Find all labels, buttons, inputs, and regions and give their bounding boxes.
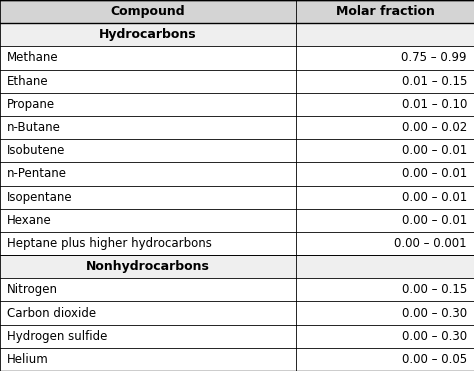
Text: Propane: Propane bbox=[7, 98, 55, 111]
Bar bbox=[0, 46, 474, 70]
Bar bbox=[0, 70, 474, 93]
Text: Isopentane: Isopentane bbox=[7, 191, 73, 204]
Bar bbox=[0, 139, 474, 162]
Bar bbox=[0, 325, 474, 348]
Text: 0.00 – 0.01: 0.00 – 0.01 bbox=[401, 144, 467, 157]
Text: 0.00 – 0.01: 0.00 – 0.01 bbox=[401, 214, 467, 227]
Bar bbox=[0, 93, 474, 116]
Text: Heptane plus higher hydrocarbons: Heptane plus higher hydrocarbons bbox=[7, 237, 212, 250]
Bar bbox=[0, 255, 296, 278]
Text: 0.00 – 0.02: 0.00 – 0.02 bbox=[401, 121, 467, 134]
Bar bbox=[296, 23, 474, 46]
Bar bbox=[296, 0, 474, 23]
Text: 0.01 – 0.10: 0.01 – 0.10 bbox=[401, 98, 467, 111]
Text: Helium: Helium bbox=[7, 353, 49, 366]
Text: 0.00 – 0.001: 0.00 – 0.001 bbox=[394, 237, 467, 250]
Text: 0.00 – 0.01: 0.00 – 0.01 bbox=[401, 191, 467, 204]
Bar bbox=[0, 0, 296, 23]
Text: 0.00 – 0.30: 0.00 – 0.30 bbox=[402, 330, 467, 343]
Text: Isobutene: Isobutene bbox=[7, 144, 65, 157]
Text: n-Butane: n-Butane bbox=[7, 121, 61, 134]
Text: 0.00 – 0.05: 0.00 – 0.05 bbox=[402, 353, 467, 366]
Bar bbox=[0, 232, 474, 255]
Text: 0.00 – 0.01: 0.00 – 0.01 bbox=[401, 167, 467, 180]
Text: Methane: Methane bbox=[7, 52, 59, 65]
Bar bbox=[0, 116, 474, 139]
Text: 0.75 – 0.99: 0.75 – 0.99 bbox=[401, 52, 467, 65]
Text: 0.00 – 0.30: 0.00 – 0.30 bbox=[402, 306, 467, 319]
Bar bbox=[0, 162, 474, 186]
Bar bbox=[0, 186, 474, 209]
Text: Hydrogen sulfide: Hydrogen sulfide bbox=[7, 330, 108, 343]
Text: 0.01 – 0.15: 0.01 – 0.15 bbox=[401, 75, 467, 88]
Text: Nitrogen: Nitrogen bbox=[7, 283, 58, 296]
Text: Compound: Compound bbox=[111, 5, 185, 18]
Bar bbox=[0, 209, 474, 232]
Text: Carbon dioxide: Carbon dioxide bbox=[7, 306, 96, 319]
Text: Hexane: Hexane bbox=[7, 214, 52, 227]
Text: n-Pentane: n-Pentane bbox=[7, 167, 67, 180]
Bar bbox=[0, 348, 474, 371]
Bar bbox=[0, 278, 474, 301]
Text: 0.00 – 0.15: 0.00 – 0.15 bbox=[401, 283, 467, 296]
Text: Ethane: Ethane bbox=[7, 75, 49, 88]
Text: Nonhydrocarbons: Nonhydrocarbons bbox=[86, 260, 210, 273]
Text: Hydrocarbons: Hydrocarbons bbox=[100, 28, 197, 41]
Text: Molar fraction: Molar fraction bbox=[336, 5, 435, 18]
Bar bbox=[296, 255, 474, 278]
Bar bbox=[0, 301, 474, 325]
Bar bbox=[0, 23, 296, 46]
